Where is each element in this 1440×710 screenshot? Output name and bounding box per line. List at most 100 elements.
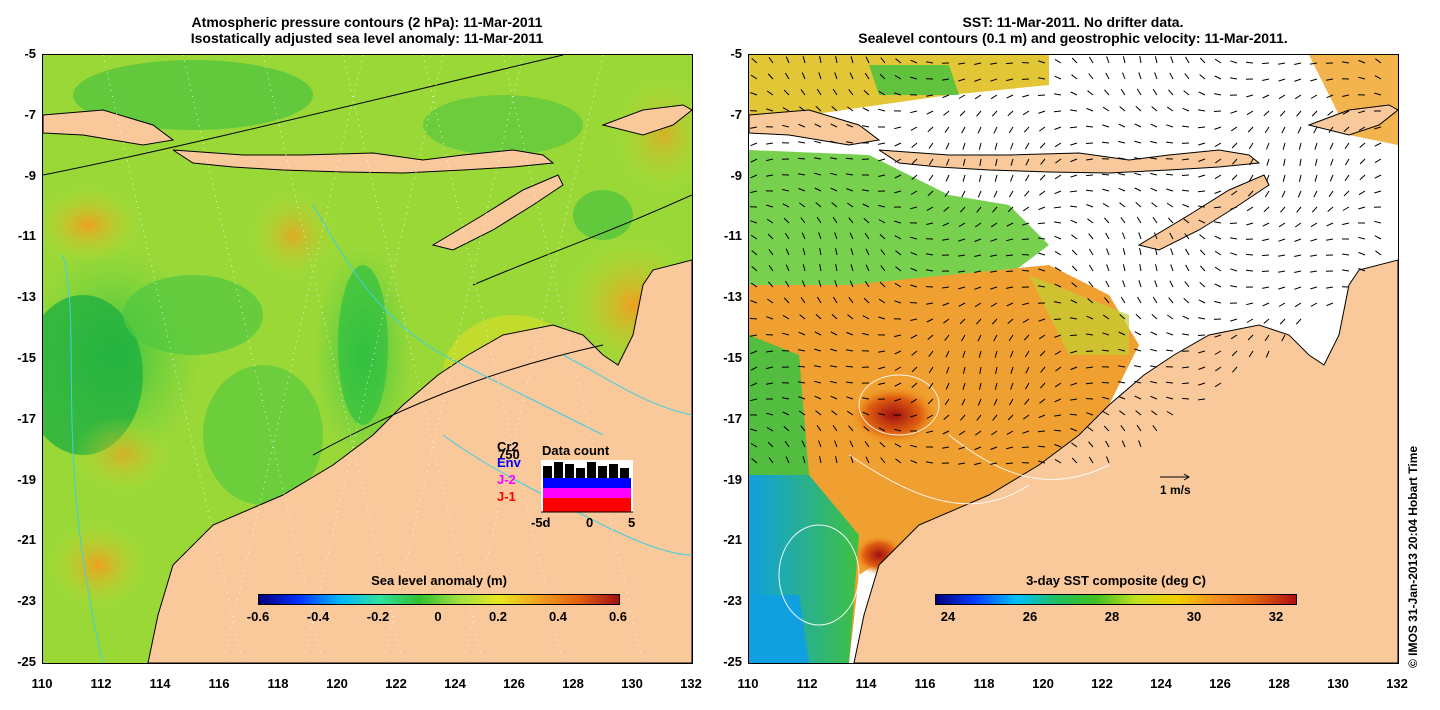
velocity-arrow [992, 414, 998, 421]
velocity-arrow [865, 264, 870, 272]
velocity-arrow [961, 398, 966, 406]
velocity-arrow [1070, 317, 1078, 320]
velocity-arrow [894, 382, 902, 387]
velocity-arrow [1375, 250, 1382, 256]
velocity-arrow [1154, 280, 1158, 288]
velocity-arrow [1199, 249, 1206, 256]
velocity-arrow [990, 302, 998, 308]
velocity-arrow [1118, 187, 1126, 192]
velocity-arrow [1168, 89, 1174, 96]
velocity-arrow [1167, 217, 1174, 224]
velocity-arrow [1182, 107, 1190, 112]
velocity-arrow [1155, 264, 1158, 272]
velocity-arrow [894, 398, 902, 402]
velocity-arrow [990, 222, 998, 228]
velocity-arrow [1106, 248, 1110, 256]
velocity-arrow [1024, 398, 1030, 405]
velocity-arrow [1342, 110, 1350, 115]
velocity-arrow [878, 108, 886, 112]
left-map-sea-level-anomaly[interactable] [42, 54, 693, 664]
left-lon-tick-128: 128 [562, 676, 584, 691]
velocity-arrow [1022, 318, 1030, 324]
velocity-arrow [1134, 331, 1142, 336]
velocity-arrow [850, 56, 854, 64]
velocity-arrow [1214, 235, 1222, 240]
velocity-arrow [846, 349, 854, 352]
velocity-arrow [1054, 283, 1062, 288]
velocity-arrow [1342, 222, 1350, 226]
velocity-arrow [846, 331, 854, 336]
velocity-arrow [1214, 250, 1222, 256]
velocity-arrow [927, 126, 934, 133]
velocity-arrow [974, 222, 982, 228]
velocity-arrow [928, 366, 934, 374]
velocity-arrow [1071, 234, 1078, 240]
velocity-arrow [1154, 56, 1158, 64]
velocity-arrow [1344, 142, 1350, 149]
velocity-arrow [910, 126, 918, 131]
right-lat-tick--21: -21 [723, 532, 742, 548]
velocity-arrow [1182, 203, 1190, 208]
velocity-arrow [928, 382, 934, 389]
velocity-arrow [1023, 334, 1030, 341]
velocity-arrow [1278, 78, 1286, 82]
velocity-arrow [1166, 411, 1174, 416]
velocity-arrow [1294, 62, 1302, 65]
velocity-arrow [846, 188, 854, 192]
velocity-arrow [766, 218, 774, 224]
velocity-arrow [946, 366, 950, 374]
velocity-arrow [1278, 270, 1286, 273]
velocity-arrow [1007, 414, 1014, 421]
velocity-arrow [846, 410, 854, 416]
velocity-arrow [1294, 302, 1302, 308]
velocity-arrow [1088, 233, 1094, 240]
right-map-sst[interactable] [748, 54, 1399, 664]
velocity-arrow [1010, 174, 1014, 182]
velocity-arrow [863, 297, 870, 304]
velocity-arrow [1054, 429, 1062, 432]
velocity-arrow [1310, 238, 1318, 242]
velocity-arrow [1134, 187, 1142, 192]
velocity-arrow [1261, 254, 1270, 257]
velocity-arrow [1359, 142, 1366, 148]
velocity-arrow [1181, 382, 1190, 385]
velocity-arrow [798, 396, 806, 400]
velocity-arrow [798, 410, 806, 416]
velocity-arrow [974, 286, 982, 290]
velocity-arrow [783, 89, 790, 96]
right-title-line1: SST: 11-Mar-2011. No drifter data. [962, 14, 1184, 30]
velocity-arrow [1185, 264, 1190, 272]
velocity-arrow [978, 174, 982, 182]
velocity-arrow [1278, 62, 1286, 65]
velocity-arrow [1213, 206, 1222, 209]
velocity-arrow [814, 395, 822, 400]
velocity-scale-label: 1 m/s [1160, 483, 1191, 497]
velocity-arrow [1069, 334, 1078, 337]
velocity-arrow [830, 395, 838, 400]
left-lon-tick-112: 112 [90, 676, 112, 691]
velocity-arrow [846, 173, 854, 176]
velocity-arrow [894, 443, 902, 448]
velocity-arrow [1038, 60, 1046, 64]
velocity-arrow [1120, 88, 1126, 96]
velocity-arrow [1328, 190, 1334, 198]
velocity-arrow [927, 334, 934, 340]
velocity-arrow [1025, 174, 1030, 182]
velocity-arrow [1010, 382, 1014, 390]
velocity-arrow [766, 90, 774, 96]
velocity-arrow [1262, 286, 1270, 289]
velocity-arrow [910, 414, 918, 418]
velocity-arrow [1134, 172, 1142, 176]
velocity-arrow [1054, 206, 1062, 209]
velocity-arrow [894, 350, 902, 355]
velocity-arrow [1086, 204, 1094, 208]
velocity-arrow [1038, 110, 1046, 114]
velocity-arrow [1010, 142, 1014, 150]
velocity-arrow [1230, 318, 1238, 322]
velocity-arrow [1313, 190, 1318, 198]
velocity-arrow [1086, 158, 1094, 161]
left-cbar-ticks-tick-2: -0.2 [366, 609, 390, 624]
velocity-arrow [1183, 218, 1190, 224]
right-lat-tick--9: -9 [730, 167, 742, 183]
velocity-arrow [993, 126, 998, 134]
